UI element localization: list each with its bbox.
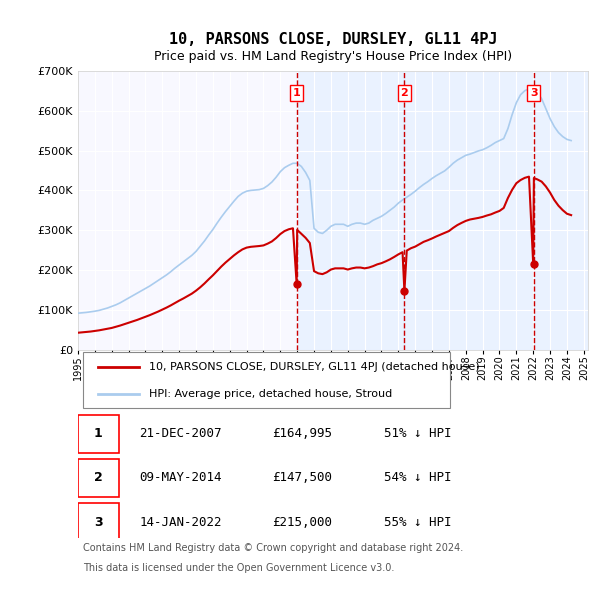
Point xyxy=(292,280,301,289)
Text: 54% ↓ HPI: 54% ↓ HPI xyxy=(384,471,452,484)
Text: 1: 1 xyxy=(94,427,103,440)
Text: 2: 2 xyxy=(94,471,103,484)
Text: This data is licensed under the Open Government Licence v3.0.: This data is licensed under the Open Gov… xyxy=(83,563,394,573)
Text: 1: 1 xyxy=(293,88,301,98)
Bar xyxy=(296,71,404,350)
Bar xyxy=(404,71,534,350)
Text: 3: 3 xyxy=(530,88,538,98)
FancyBboxPatch shape xyxy=(78,503,119,542)
Text: Price paid vs. HM Land Registry's House Price Index (HPI): Price paid vs. HM Land Registry's House … xyxy=(154,50,512,63)
Text: 21-DEC-2007: 21-DEC-2007 xyxy=(139,427,222,440)
FancyBboxPatch shape xyxy=(78,459,119,497)
Text: £164,995: £164,995 xyxy=(272,427,332,440)
Text: 09-MAY-2014: 09-MAY-2014 xyxy=(139,471,222,484)
Text: 14-JAN-2022: 14-JAN-2022 xyxy=(139,516,222,529)
Text: Contains HM Land Registry data © Crown copyright and database right 2024.: Contains HM Land Registry data © Crown c… xyxy=(83,543,463,553)
Text: 10, PARSONS CLOSE, DURSLEY, GL11 4PJ (detached house): 10, PARSONS CLOSE, DURSLEY, GL11 4PJ (de… xyxy=(149,362,480,372)
Text: £147,500: £147,500 xyxy=(272,471,332,484)
Point xyxy=(400,286,409,296)
Text: 10, PARSONS CLOSE, DURSLEY, GL11 4PJ: 10, PARSONS CLOSE, DURSLEY, GL11 4PJ xyxy=(169,32,497,47)
FancyBboxPatch shape xyxy=(78,415,119,453)
Text: HPI: Average price, detached house, Stroud: HPI: Average price, detached house, Stro… xyxy=(149,389,392,399)
Point xyxy=(529,260,539,269)
FancyBboxPatch shape xyxy=(83,352,450,408)
Text: 51% ↓ HPI: 51% ↓ HPI xyxy=(384,427,452,440)
Text: 55% ↓ HPI: 55% ↓ HPI xyxy=(384,516,452,529)
Text: £215,000: £215,000 xyxy=(272,516,332,529)
Text: 3: 3 xyxy=(94,516,103,529)
Bar xyxy=(534,71,588,350)
Text: 2: 2 xyxy=(401,88,408,98)
